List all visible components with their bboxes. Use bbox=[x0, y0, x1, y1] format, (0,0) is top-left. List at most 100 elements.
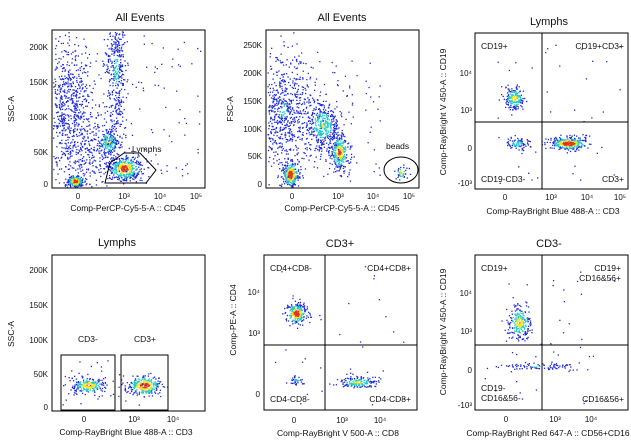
event-dot bbox=[110, 66, 112, 68]
event-dot bbox=[67, 90, 69, 92]
event-dot bbox=[283, 94, 285, 96]
event-dot bbox=[567, 143, 570, 145]
event-dot bbox=[133, 170, 135, 173]
event-dot bbox=[79, 180, 81, 182]
event-dot bbox=[163, 87, 165, 89]
event-dot bbox=[113, 154, 115, 157]
event-dot bbox=[326, 125, 329, 127]
event-dot bbox=[150, 129, 153, 131]
plot-2-events bbox=[267, 32, 412, 189]
event-dot bbox=[67, 78, 69, 80]
event-dot bbox=[146, 161, 148, 163]
event-dot bbox=[275, 142, 277, 144]
event-dot bbox=[82, 387, 85, 389]
event-dot bbox=[69, 132, 71, 134]
event-dot bbox=[527, 140, 529, 142]
event-dot bbox=[279, 117, 281, 119]
event-dot bbox=[112, 78, 114, 80]
event-dot bbox=[114, 69, 116, 71]
event-dot bbox=[99, 160, 101, 162]
event-dot bbox=[115, 161, 117, 163]
event-dot bbox=[285, 168, 288, 170]
event-dot bbox=[337, 145, 339, 147]
event-dot bbox=[61, 139, 63, 141]
event-dot bbox=[324, 119, 326, 121]
event-dot bbox=[111, 148, 114, 150]
event-dot bbox=[268, 84, 270, 86]
event-dot bbox=[108, 137, 111, 140]
event-dot bbox=[80, 66, 83, 68]
event-dot bbox=[179, 65, 181, 67]
event-dot bbox=[335, 122, 337, 125]
event-dot bbox=[340, 148, 342, 151]
event-dot bbox=[62, 67, 64, 70]
event-dot bbox=[335, 156, 337, 159]
event-dot bbox=[113, 172, 115, 174]
event-dot bbox=[149, 391, 151, 393]
event-dot bbox=[320, 111, 323, 113]
event-dot bbox=[109, 78, 111, 81]
event-dot bbox=[111, 146, 113, 149]
event-dot bbox=[101, 379, 103, 381]
event-dot bbox=[499, 182, 501, 184]
event-dot bbox=[326, 112, 328, 115]
event-dot bbox=[338, 138, 341, 141]
event-dot bbox=[275, 126, 278, 129]
event-dot bbox=[286, 170, 288, 172]
event-dot bbox=[89, 113, 92, 116]
event-dot bbox=[556, 141, 558, 143]
event-dot bbox=[285, 149, 287, 151]
event-dot bbox=[99, 157, 101, 159]
event-dot bbox=[326, 136, 329, 138]
event-dot bbox=[315, 137, 318, 139]
event-dot bbox=[331, 114, 334, 116]
event-dot bbox=[62, 129, 64, 132]
event-dot bbox=[320, 135, 322, 137]
event-dot bbox=[100, 145, 102, 148]
event-dot bbox=[84, 173, 86, 175]
event-dot bbox=[90, 91, 92, 93]
event-dot bbox=[126, 158, 128, 160]
event-dot bbox=[288, 125, 290, 127]
event-dot bbox=[317, 133, 319, 136]
event-dot bbox=[348, 142, 350, 144]
event-dot bbox=[71, 181, 73, 183]
event-dot bbox=[102, 125, 104, 127]
event-dot bbox=[338, 165, 341, 167]
event-dot bbox=[282, 148, 284, 150]
event-dot bbox=[70, 152, 72, 154]
event-dot bbox=[130, 389, 132, 391]
event-dot bbox=[115, 142, 117, 145]
event-dot bbox=[268, 137, 270, 139]
event-dot bbox=[342, 150, 344, 152]
event-dot bbox=[307, 97, 309, 99]
event-dot bbox=[325, 159, 327, 161]
event-dot bbox=[272, 100, 275, 102]
event-dot bbox=[567, 138, 569, 141]
plot-2-gate-label: beads bbox=[386, 141, 409, 151]
event-dot bbox=[89, 128, 91, 130]
event-dot bbox=[110, 170, 112, 172]
event-dot bbox=[120, 102, 122, 104]
event-dot bbox=[124, 179, 126, 182]
event-dot bbox=[122, 166, 124, 169]
event-dot bbox=[114, 38, 117, 40]
event-dot bbox=[280, 62, 282, 64]
event-dot bbox=[116, 72, 118, 74]
event-dot bbox=[290, 173, 292, 175]
event-dot bbox=[507, 138, 509, 140]
event-dot bbox=[284, 100, 286, 102]
event-dot bbox=[197, 95, 199, 97]
event-dot bbox=[124, 79, 126, 81]
event-dot bbox=[183, 41, 185, 44]
event-dot bbox=[114, 36, 116, 38]
event-dot bbox=[67, 105, 69, 107]
event-dot bbox=[80, 90, 82, 92]
event-dot bbox=[282, 76, 284, 78]
event-dot bbox=[283, 79, 286, 81]
event-dot bbox=[55, 58, 57, 61]
event-dot bbox=[100, 171, 102, 173]
event-dot bbox=[83, 98, 85, 101]
event-dot bbox=[316, 99, 319, 101]
event-dot bbox=[580, 145, 582, 147]
